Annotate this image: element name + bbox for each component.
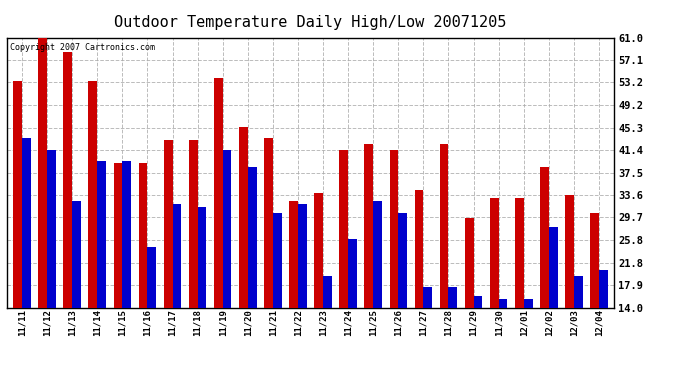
Bar [47,150,56,375]
Bar [289,201,298,375]
Bar [189,140,197,375]
Bar [22,138,31,375]
Bar [172,204,181,375]
Bar [13,81,22,375]
Text: Outdoor Temperature Daily High/Low 20071205: Outdoor Temperature Daily High/Low 20071… [115,15,506,30]
Bar [590,213,599,375]
Bar [63,52,72,375]
Bar [448,287,457,375]
Bar [264,138,273,375]
Bar [515,198,524,375]
Bar [490,198,499,375]
Bar [323,276,332,375]
Bar [540,167,549,375]
Bar [314,193,323,375]
Bar [239,126,248,375]
Bar [214,78,223,375]
Bar [114,163,122,375]
Bar [390,150,398,375]
Bar [440,144,449,375]
Bar [248,167,257,375]
Bar [465,219,473,375]
Bar [197,207,206,375]
Bar [415,190,424,375]
Bar [499,299,507,375]
Bar [38,38,47,375]
Text: Copyright 2007 Cartronics.com: Copyright 2007 Cartronics.com [10,43,155,52]
Bar [373,201,382,375]
Bar [574,276,583,375]
Bar [549,227,558,375]
Bar [398,213,407,375]
Bar [565,195,574,375]
Bar [88,81,97,375]
Bar [139,163,148,375]
Bar [122,161,131,375]
Bar [524,299,533,375]
Bar [473,296,482,375]
Bar [298,204,307,375]
Bar [223,150,231,375]
Bar [72,201,81,375]
Bar [164,140,172,375]
Bar [273,213,282,375]
Bar [348,238,357,375]
Bar [148,247,156,375]
Bar [339,150,348,375]
Bar [424,287,432,375]
Bar [599,270,608,375]
Bar [364,144,373,375]
Bar [97,161,106,375]
